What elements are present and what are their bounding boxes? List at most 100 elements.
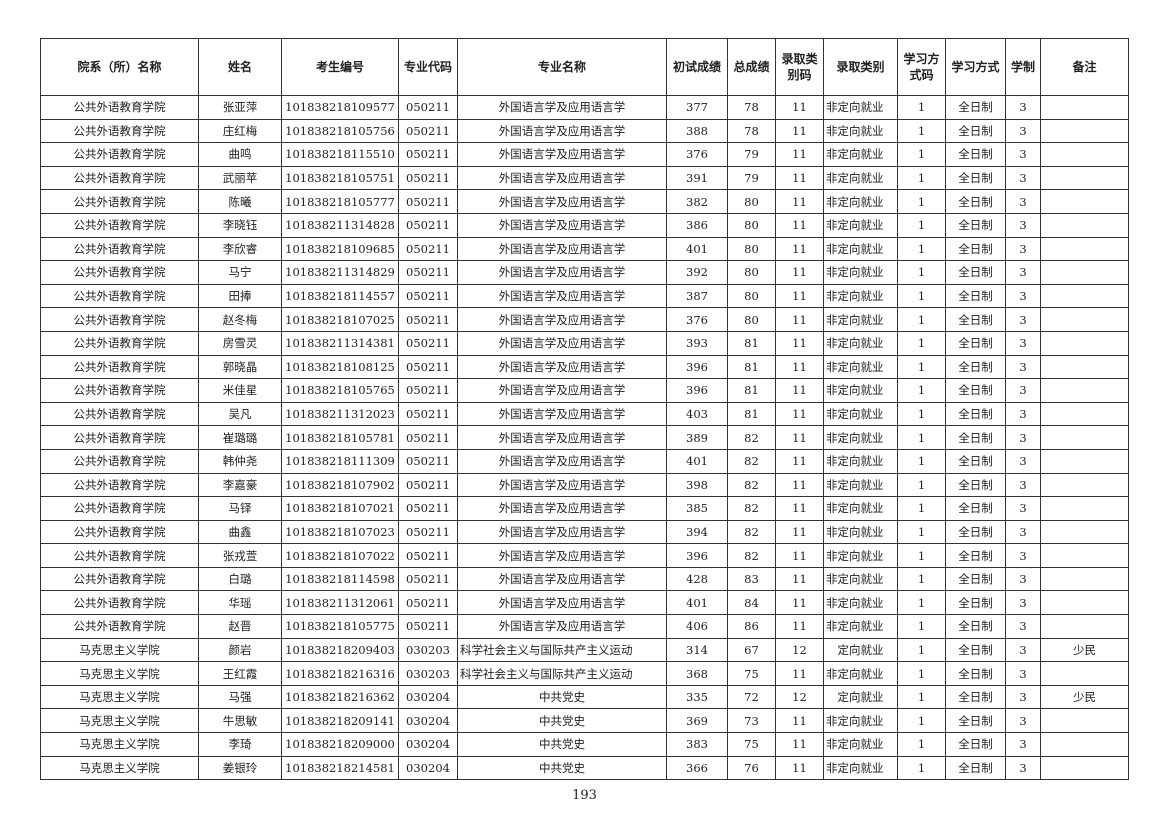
- cell-total-score: 73: [727, 708, 776, 734]
- cell-candidate-id: 101838218105775: [281, 614, 399, 639]
- cell-admission-type-code: 11: [775, 307, 824, 332]
- header-remarks: 备注: [1040, 38, 1129, 96]
- cell-admission-type: 非定向就业: [823, 330, 898, 356]
- cell-department: 马克思主义学院: [40, 755, 199, 781]
- table-row: 公共外语教育学院 陈曦 101838218105777 050211 外国语言学及应用语…: [40, 189, 1129, 214]
- cell-initial-score: 396: [666, 543, 728, 568]
- table-row: 公共外语教育学院 武丽苹 101838218105751 050211 外国语言学及应用…: [40, 165, 1129, 191]
- cell-candidate-id: 101838218209000: [281, 732, 399, 757]
- table-row: 马克思主义学院 姜银玲 101838218214581 030204 中共党史 366 76…: [40, 755, 1129, 781]
- cell-major-name: 中共党史: [457, 732, 667, 757]
- cell-study-mode: 全日制: [945, 401, 1006, 427]
- cell-remarks: [1040, 189, 1129, 214]
- cell-admission-type: 非定向就业: [823, 472, 898, 498]
- header-duration: 学制: [1005, 38, 1041, 96]
- cell-study-mode: 全日制: [945, 708, 1006, 734]
- cell-department: 公共外语教育学院: [40, 472, 199, 498]
- cell-candidate-id: 101838211312061: [281, 590, 399, 616]
- cell-remarks: [1040, 496, 1129, 521]
- cell-initial-score: 388: [666, 118, 728, 144]
- cell-study-mode: 全日制: [945, 354, 1006, 380]
- cell-candidate-id: 101838211312023: [281, 401, 399, 427]
- table-row: 马克思主义学院 马强 101838218216362 030204 中共党史 335 72 1…: [40, 684, 1129, 710]
- cell-admission-type: 定向就业: [823, 637, 898, 663]
- cell-admission-type: 非定向就业: [823, 566, 898, 592]
- cell-name: 李晓钰: [198, 212, 282, 238]
- cell-candidate-id: 101838218209403: [281, 637, 399, 663]
- cell-major-code: 050211: [398, 212, 458, 238]
- cell-major-code: 050211: [398, 448, 458, 474]
- cell-department: 公共外语教育学院: [40, 189, 199, 214]
- cell-initial-score: 369: [666, 708, 728, 734]
- cell-department: 公共外语教育学院: [40, 425, 199, 450]
- cell-study-mode: 全日制: [945, 448, 1006, 474]
- cell-admission-type-code: 11: [775, 212, 824, 238]
- table-row: 公共外语教育学院 李嘉豪 101838218107902 050211 外国语言学及应用…: [40, 472, 1129, 498]
- cell-admission-type: 非定向就业: [823, 212, 898, 238]
- cell-total-score: 75: [727, 732, 776, 757]
- cell-admission-type-code: 11: [775, 543, 824, 568]
- cell-major-code: 050211: [398, 519, 458, 545]
- cell-major-code: 050211: [398, 425, 458, 450]
- cell-admission-type-code: 11: [775, 165, 824, 191]
- cell-name: 崔璐璐: [198, 425, 282, 450]
- cell-remarks: [1040, 708, 1129, 734]
- cell-admission-type: 非定向就业: [823, 378, 898, 403]
- table-row: 公共外语教育学院 韩仲尧 101838218111309 050211 外国语言学及应用…: [40, 448, 1129, 474]
- cell-initial-score: 391: [666, 165, 728, 191]
- cell-department: 公共外语教育学院: [40, 212, 199, 238]
- cell-remarks: [1040, 543, 1129, 568]
- cell-candidate-id: 101838218107022: [281, 543, 399, 568]
- cell-department: 公共外语教育学院: [40, 330, 199, 356]
- cell-major-name: 科学社会主义与国际共产主义运动: [457, 637, 667, 663]
- cell-study-mode: 全日制: [945, 732, 1006, 757]
- cell-name: 赵冬梅: [198, 307, 282, 332]
- cell-name: 田捧: [198, 283, 282, 309]
- cell-initial-score: 396: [666, 378, 728, 403]
- cell-total-score: 76: [727, 755, 776, 781]
- cell-candidate-id: 101838218109685: [281, 236, 399, 262]
- cell-major-code: 030204: [398, 755, 458, 781]
- cell-candidate-id: 101838218105756: [281, 118, 399, 144]
- cell-department: 公共外语教育学院: [40, 165, 199, 191]
- cell-name: 牛思敏: [198, 708, 282, 734]
- cell-department: 公共外语教育学院: [40, 543, 199, 568]
- cell-admission-type: 非定向就业: [823, 118, 898, 144]
- cell-name: 赵晋: [198, 614, 282, 639]
- cell-study-mode-code: 1: [897, 189, 946, 214]
- cell-duration: 3: [1005, 307, 1041, 332]
- cell-total-score: 75: [727, 661, 776, 686]
- cell-major-code: 030204: [398, 732, 458, 757]
- cell-name: 曲鑫: [198, 519, 282, 545]
- cell-total-score: 81: [727, 401, 776, 427]
- cell-major-code: 050211: [398, 496, 458, 521]
- cell-major-name: 外国语言学及应用语言学: [457, 448, 667, 474]
- cell-department: 马克思主义学院: [40, 708, 199, 734]
- cell-study-mode: 全日制: [945, 637, 1006, 663]
- cell-admission-type: 非定向就业: [823, 189, 898, 214]
- cell-candidate-id: 101838211314381: [281, 330, 399, 356]
- cell-total-score: 80: [727, 189, 776, 214]
- cell-duration: 3: [1005, 142, 1041, 167]
- cell-total-score: 81: [727, 330, 776, 356]
- cell-initial-score: 403: [666, 401, 728, 427]
- cell-total-score: 84: [727, 590, 776, 616]
- cell-admission-type-code: 11: [775, 354, 824, 380]
- cell-initial-score: 314: [666, 637, 728, 663]
- cell-candidate-id: 101838218107023: [281, 519, 399, 545]
- cell-study-mode: 全日制: [945, 755, 1006, 781]
- cell-major-name: 外国语言学及应用语言学: [457, 212, 667, 238]
- table-row: 公共外语教育学院 曲鸣 101838218115510 050211 外国语言学及应用语…: [40, 142, 1129, 167]
- cell-major-name: 外国语言学及应用语言学: [457, 496, 667, 521]
- cell-major-code: 050211: [398, 189, 458, 214]
- cell-study-mode-code: 1: [897, 307, 946, 332]
- cell-candidate-id: 101838218109577: [281, 95, 399, 120]
- cell-name: 马强: [198, 684, 282, 710]
- cell-name: 白璐: [198, 566, 282, 592]
- cell-admission-type: 非定向就业: [823, 543, 898, 568]
- cell-duration: 3: [1005, 236, 1041, 262]
- cell-name: 李琦: [198, 732, 282, 757]
- cell-total-score: 78: [727, 95, 776, 120]
- cell-study-mode-code: 1: [897, 684, 946, 710]
- cell-duration: 3: [1005, 590, 1041, 616]
